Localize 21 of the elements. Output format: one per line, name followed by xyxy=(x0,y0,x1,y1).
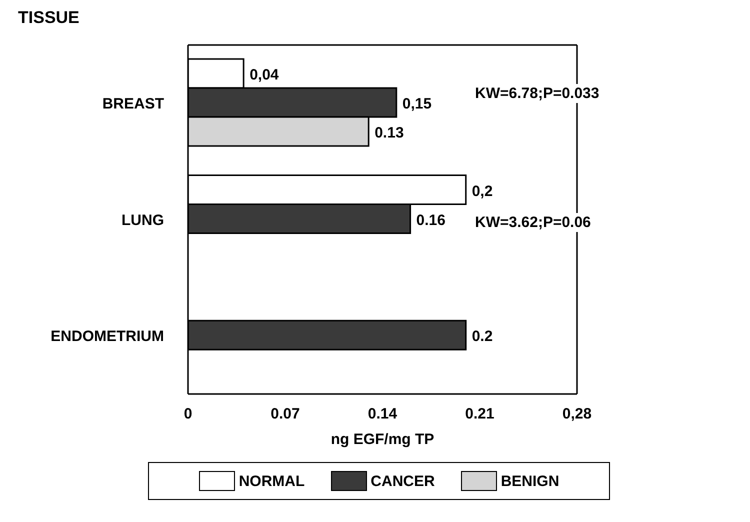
x-tick-label: 0.07 xyxy=(270,406,300,423)
y-tick-label: LUNG xyxy=(122,212,164,229)
x-tick-label: 0 xyxy=(184,406,192,423)
text: TISSUE xyxy=(18,8,80,29)
legend-label: CANCER xyxy=(370,472,435,490)
annotation: KW=6.78;P=0.033 xyxy=(472,84,602,103)
data-label: 0.2 xyxy=(472,328,493,346)
data-label: 0,2 xyxy=(472,182,493,200)
x-axis-title: ng EGF/mg TP xyxy=(330,431,434,448)
data-label: 0.13 xyxy=(374,124,404,142)
data-label: 0.16 xyxy=(416,212,446,229)
legend-label: BENIGN xyxy=(500,472,560,490)
y-tick-label: ENDOMETRIUM xyxy=(50,328,164,346)
x-tick-label: 0.14 xyxy=(368,406,398,423)
annotation: KW=3.62;P=0.06 xyxy=(472,213,594,232)
x-tick-label: 0.21 xyxy=(465,406,494,423)
x-tick-label: 0,28 xyxy=(562,406,592,423)
data-label: 0,15 xyxy=(402,95,432,112)
y-tick-label: BREAST xyxy=(102,95,164,112)
legend-label: NORMAL xyxy=(238,472,305,490)
data-label: 0,04 xyxy=(250,66,280,84)
